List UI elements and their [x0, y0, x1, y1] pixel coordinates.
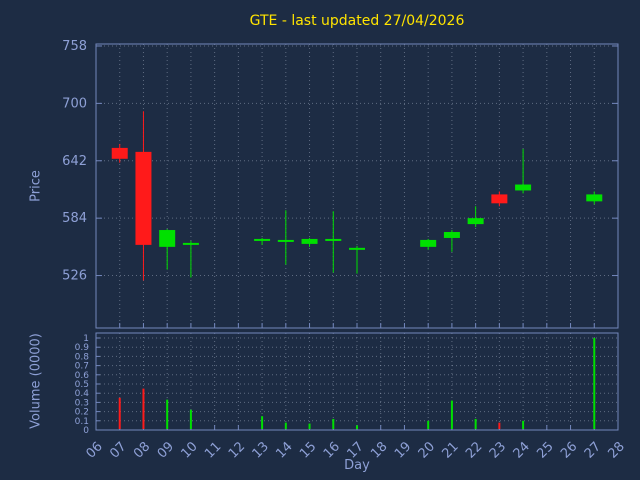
svg-text:0.8: 0.8 [75, 352, 90, 362]
svg-text:08: 08 [131, 439, 153, 461]
svg-text:526: 526 [62, 269, 87, 284]
svg-text:17: 17 [345, 439, 367, 461]
svg-text:18: 18 [368, 439, 390, 461]
svg-text:1: 1 [83, 334, 89, 344]
svg-text:0.5: 0.5 [75, 380, 89, 390]
svg-text:27: 27 [582, 439, 604, 461]
svg-text:758: 758 [62, 39, 87, 54]
svg-text:23: 23 [487, 439, 509, 461]
svg-text:15: 15 [297, 439, 319, 461]
svg-text:19: 19 [392, 439, 414, 461]
svg-text:10: 10 [178, 439, 200, 461]
svg-text:28: 28 [606, 439, 628, 461]
svg-text:14: 14 [273, 439, 295, 461]
svg-text:0.1: 0.1 [75, 417, 89, 427]
axis-layer: 758 700 642 584 526 00.10.20.30.40.50.60.70.8… [62, 39, 628, 462]
svg-text:26: 26 [558, 439, 580, 461]
svg-text:24: 24 [511, 439, 533, 461]
x-axis-label: Day [344, 458, 370, 473]
svg-text:0: 0 [83, 426, 89, 436]
svg-text:09: 09 [155, 439, 177, 461]
svg-text:0.6: 0.6 [75, 371, 90, 381]
svg-text:642: 642 [62, 154, 87, 169]
candles-layer [111, 111, 603, 281]
svg-text:12: 12 [226, 439, 248, 461]
svg-text:16: 16 [321, 439, 343, 461]
chart-title: GTE - last updated 27/04/2026 [249, 13, 465, 29]
svg-text:584: 584 [62, 211, 87, 226]
svg-text:700: 700 [62, 96, 87, 111]
svg-text:07: 07 [107, 439, 129, 461]
svg-text:21: 21 [439, 439, 461, 461]
svg-text:0.4: 0.4 [75, 389, 90, 399]
svg-text:0.3: 0.3 [75, 398, 89, 408]
svg-text:20: 20 [416, 439, 438, 461]
svg-text:13: 13 [250, 439, 272, 461]
svg-text:0.9: 0.9 [75, 343, 90, 353]
svg-text:22: 22 [463, 439, 485, 461]
svg-text:0.2: 0.2 [75, 408, 89, 418]
svg-text:06: 06 [84, 439, 106, 461]
volume-layer [118, 338, 596, 429]
svg-text:0.7: 0.7 [75, 362, 89, 372]
svg-text:11: 11 [202, 439, 224, 461]
svg-text:25: 25 [534, 439, 556, 461]
